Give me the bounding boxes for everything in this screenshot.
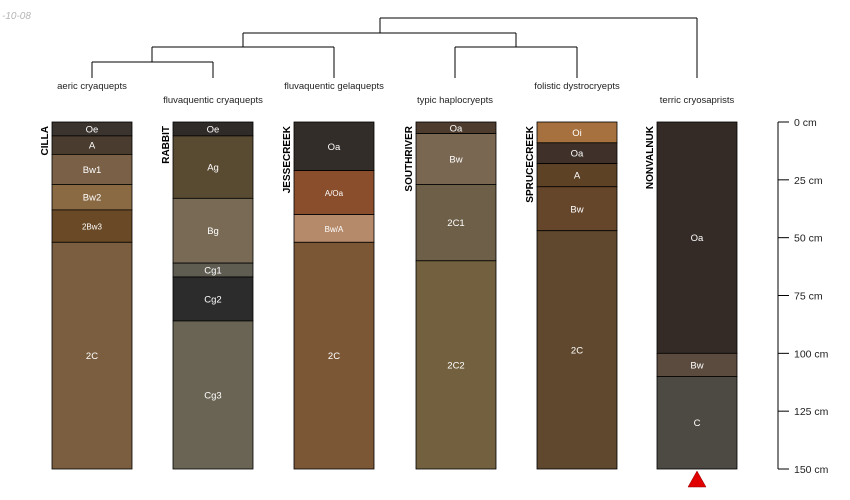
horizon-label: Ag [207, 163, 219, 174]
soil-profile-cilla: aeric cryaquepts CILLA Oe A Bw1 Bw2 2Bw3 2C [40, 81, 133, 470]
horizon-bw [415, 133, 497, 185]
horizon-label: Bw/A [325, 225, 344, 234]
soil-profile-rabbit: fluvaquentic cryaquepts RABBIT Oe Ag Bg Cg1 Cg… [161, 95, 263, 470]
horizon-label: Bw1 [83, 165, 101, 176]
horizon-oa [293, 121, 375, 171]
horizon-c [656, 376, 738, 470]
horizon-label: Oe [86, 124, 99, 135]
horizon-oa [656, 121, 738, 354]
horizon-label: A [574, 171, 581, 182]
soil-profile-sprucecreek: folistic dystrocryepts SPRUCECREEK Oi Oa A Bw… [525, 81, 620, 470]
depth-tick-label: 75 cm [794, 291, 823, 303]
horizon-label: 2C [86, 351, 98, 362]
horizon-label: Oa [691, 233, 704, 244]
horizon-2c1 [415, 184, 497, 262]
horizon-label: 2C [328, 351, 340, 362]
horizon-label: Bw [690, 360, 703, 371]
dendrogram [91, 17, 698, 78]
horizon-2bw3 [51, 209, 133, 243]
profile-name: RABBIT [161, 126, 172, 164]
horizon-label: Oa [450, 123, 463, 134]
profile-marker-triangle [687, 470, 707, 488]
horizon-label: Bg [207, 226, 219, 237]
depth-tick-label: 25 cm [794, 175, 823, 187]
profile-name: SPRUCECREEK [525, 125, 536, 202]
profile-name: CILLA [40, 126, 51, 155]
horizon-bw2 [51, 184, 133, 211]
depth-axis: 0 cm 25 cm 50 cm 75 cm 100 cm 125 cm 150 cm [777, 117, 829, 476]
soil-profile-nonvalnuk: terric cryosaprists NONVALNUK Oa Bw C [645, 95, 738, 488]
corner-label: -10-08 [2, 11, 31, 22]
taxon-label: folistic dystrocryepts [534, 81, 620, 92]
horizon-label: 2C [571, 345, 583, 356]
depth-tick-label: 150 cm [794, 464, 829, 476]
horizon-label: A/Oa [325, 189, 344, 198]
taxon-label: fluvaquentic gelaquepts [284, 81, 384, 92]
horizon-bw [536, 186, 618, 232]
horizon-ag [172, 135, 254, 199]
horizon-cg2 [172, 276, 254, 322]
horizon-label: 2C1 [447, 218, 464, 229]
taxon-label: fluvaquentic cryaquepts [163, 95, 263, 106]
depth-tick-label: 0 cm [794, 117, 817, 129]
horizon-cg3 [172, 320, 254, 470]
horizon-label: Bw [570, 204, 583, 215]
horizon-label: Oa [571, 149, 584, 160]
taxon-label: typic haplocryepts [417, 95, 493, 106]
horizon-label: Cg2 [204, 294, 221, 305]
depth-tick-label: 125 cm [794, 406, 829, 418]
horizon-label: A [89, 141, 96, 152]
profile-name: SOUTHRIVER [404, 125, 415, 191]
depth-tick-label: 50 cm [794, 233, 823, 245]
horizon-label: 2Bw3 [82, 223, 103, 232]
soil-profile-southriver: typic haplocryepts SOUTHRIVER Oa Bw 2C1 2C2 [404, 95, 497, 470]
horizon-label: Bw2 [83, 193, 101, 204]
soil-profile-jessecreek: fluvaquentic gelaquepts JESSECREEK Oa A/Oa B… [282, 81, 384, 470]
horizon-label: Cg1 [204, 266, 221, 277]
horizon-label: 2C2 [447, 360, 464, 371]
horizon-bg [172, 197, 254, 264]
profile-name: NONVALNUK [645, 125, 656, 189]
horizon-bw1 [51, 153, 133, 185]
taxon-label: terric cryosaprists [660, 95, 735, 106]
horizon-label: Oe [207, 124, 220, 135]
horizon-2c [293, 241, 375, 470]
horizon-label: Oi [572, 128, 582, 139]
horizon-label: Cg3 [204, 390, 221, 401]
horizon-label: C [694, 418, 701, 429]
depth-tick-label: 100 cm [794, 348, 829, 360]
horizon-label: Bw [449, 155, 462, 166]
taxon-label: aeric cryaquepts [57, 81, 127, 92]
horizon-2c [51, 241, 133, 470]
horizon-label: Oa [328, 142, 341, 153]
profile-name: JESSECREEK [282, 125, 293, 193]
horizon-2c2 [415, 260, 497, 470]
horizon-2c [536, 230, 618, 470]
